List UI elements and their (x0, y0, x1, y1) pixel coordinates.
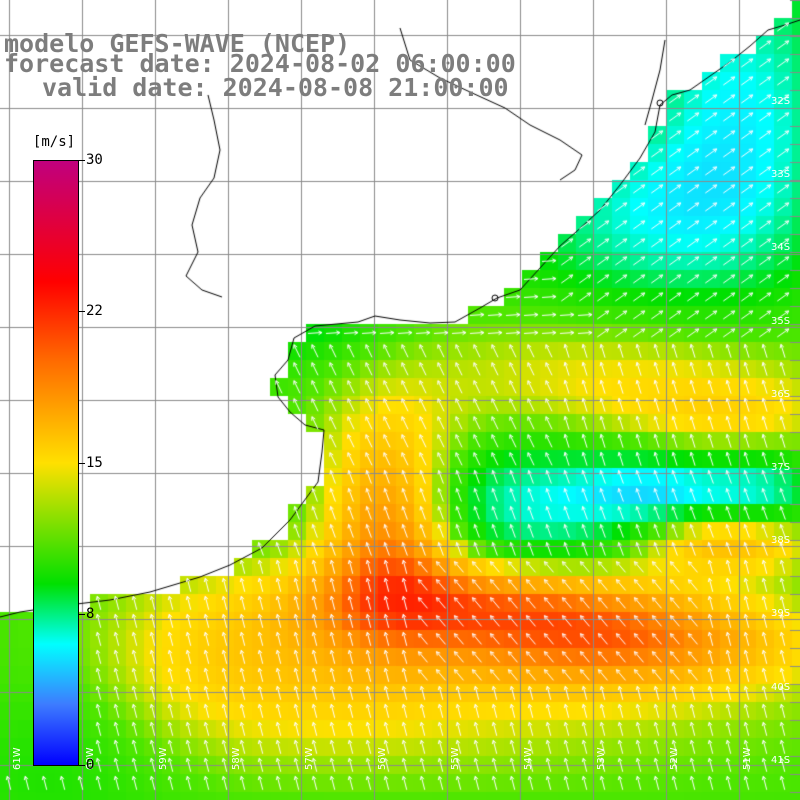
longitude-label: 54W (523, 747, 534, 770)
longitude-label: 57W (304, 747, 315, 770)
latitude-label: 36S (771, 388, 791, 400)
longitude-label: 55W (450, 747, 461, 770)
colorbar-tick-mark (79, 463, 85, 464)
longitude-label: 58W (231, 747, 242, 770)
colorbar-tick-label: 22 (86, 303, 103, 319)
colorbar-tick-mark (79, 160, 85, 161)
longitude-label: 61W (12, 747, 23, 770)
longitude-label: 51W (742, 747, 753, 770)
title-valid-date: valid date: 2024-08-08 21:00:00 (42, 73, 509, 102)
latitude-label: 41S (771, 754, 791, 766)
colorbar-tick-mark (79, 311, 85, 312)
colorbar-tick-mark (79, 614, 85, 615)
colorbar-tick-label: 15 (86, 455, 103, 471)
longitude-label: 59W (158, 747, 169, 770)
colorbar (33, 160, 79, 766)
colorbar-tick-label: 0 (86, 757, 95, 773)
longitude-label: 56W (377, 747, 388, 770)
latitude-label: 33S (771, 169, 791, 181)
colorbar-tick-mark (79, 765, 85, 766)
colorbar-tick-label: 8 (86, 606, 95, 622)
title-model: modelo GEFS-WAVE (NCEP) (4, 29, 351, 58)
latitude-label: 39S (771, 608, 791, 620)
longitude-label: 52W (669, 747, 680, 770)
latitude-label: 35S (771, 315, 791, 327)
latitude-label: 40S (771, 681, 791, 693)
latitude-label: 32S (771, 96, 791, 107)
latitude-label: 38S (771, 535, 791, 547)
colorbar-unit: m/s (30, 130, 78, 154)
latitude-label: 37S (771, 462, 791, 473)
colorbar-tick-label: 30 (86, 152, 103, 168)
longitude-label: 53W (596, 747, 607, 770)
latitude-label: 34S (771, 242, 791, 254)
title-forecast-date: forecast date: 2024-08-02 06:00:00 (4, 49, 516, 78)
